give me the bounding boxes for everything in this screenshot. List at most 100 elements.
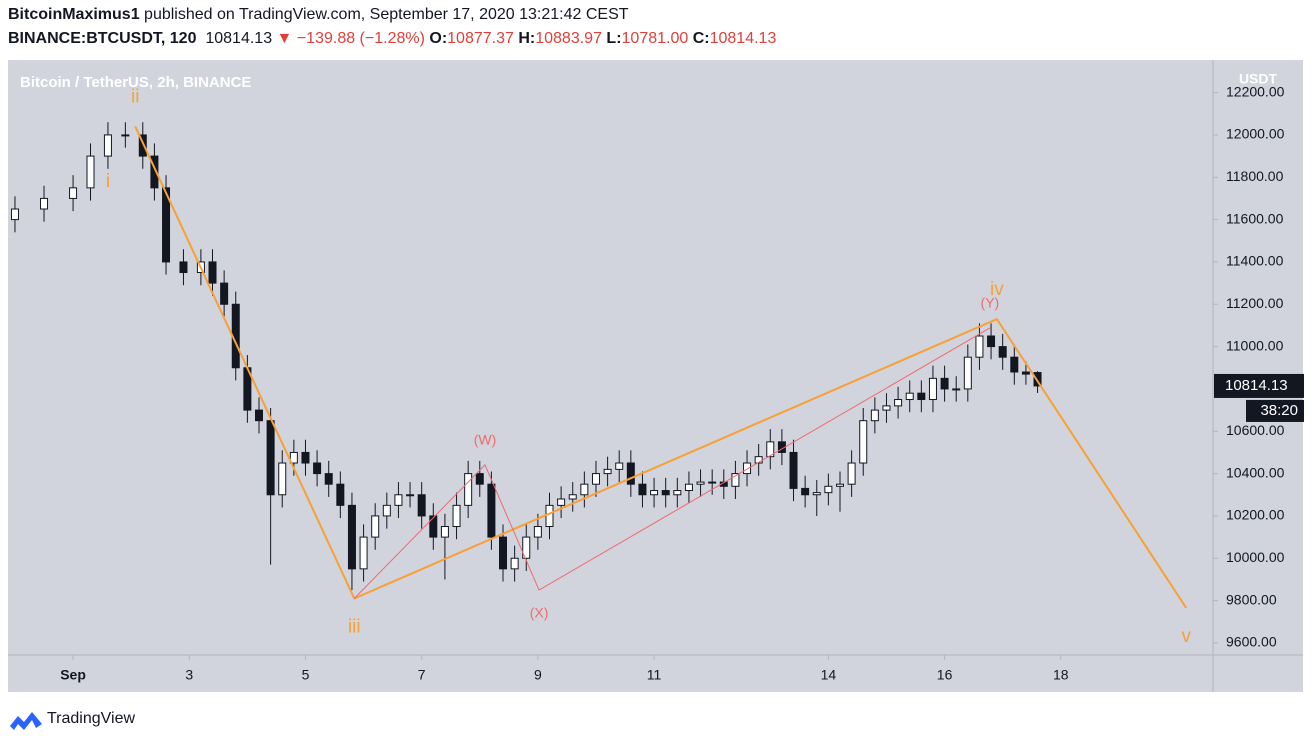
- candle-body: [162, 187, 171, 263]
- candle-body: [254, 409, 263, 422]
- wave-label: (X): [530, 605, 549, 621]
- candle-body: [278, 462, 287, 496]
- y-tick-label: 11800.00: [1226, 168, 1284, 184]
- y-tick-label: 11600.00: [1226, 210, 1284, 226]
- y-tick-label: 10400.00: [1226, 464, 1285, 480]
- candle-body: [150, 155, 159, 189]
- candle-body: [615, 462, 624, 470]
- ohlc-value: 10814.13: [709, 30, 777, 47]
- x-tick-label: 18: [1053, 667, 1069, 683]
- header-line-1: BitcoinMaximus1 published on TradingView…: [8, 6, 629, 24]
- candle-body: [464, 473, 473, 506]
- x-tick-label: 5: [302, 667, 310, 683]
- y-tick-label: 11000.00: [1226, 337, 1284, 353]
- symbol: BINANCE:BTCUSDT, 120: [8, 30, 197, 47]
- y-tick-label: 11200.00: [1226, 295, 1284, 311]
- chart-bg: [8, 60, 1303, 692]
- x-tick-label: 3: [185, 667, 193, 683]
- wave-label: iii: [348, 617, 361, 638]
- wave-line: [353, 327, 991, 599]
- candle-body: [208, 261, 217, 284]
- y-axis-label: USDT: [1239, 71, 1278, 87]
- y-tick-label: 12000.00: [1226, 126, 1285, 142]
- candle-body: [847, 462, 856, 485]
- candle-body: [1010, 356, 1019, 373]
- candle-body: [10, 208, 19, 221]
- candle-body: [661, 490, 670, 496]
- candle-body: [766, 441, 775, 458]
- candle-body: [684, 483, 693, 492]
- candle-body: [336, 483, 345, 506]
- x-tick-label: 11: [647, 667, 662, 683]
- candle-body: [812, 492, 821, 496]
- candle-body: [347, 504, 356, 570]
- candle-body: [103, 134, 112, 157]
- candle-body: [1021, 371, 1030, 375]
- candle-body: [975, 335, 984, 358]
- candle-body: [650, 490, 659, 496]
- candle-body: [673, 490, 682, 496]
- candle-body: [313, 462, 322, 475]
- candle-body: [638, 483, 647, 496]
- candle-body: [220, 282, 229, 305]
- candle-body: [69, 187, 78, 199]
- candle-body: [743, 462, 752, 475]
- candle-body: [835, 483, 844, 487]
- candle-body: [557, 498, 566, 506]
- candle-body: [859, 420, 868, 464]
- y-tick-label: 9800.00: [1226, 591, 1277, 607]
- candle-body: [928, 377, 937, 401]
- x-tick-label: Sep: [60, 667, 86, 683]
- brand[interactable]: TradingView: [47, 710, 135, 727]
- candle-body: [696, 481, 705, 485]
- candle-body: [382, 504, 391, 517]
- candle-body: [40, 197, 49, 210]
- candle-body: [987, 335, 996, 348]
- candle-body: [998, 346, 1007, 358]
- ohlc-value: 10883.97: [535, 30, 602, 47]
- x-tick-label: 16: [937, 667, 953, 683]
- y-tick-label: 10200.00: [1226, 507, 1285, 523]
- candle-body: [440, 526, 449, 538]
- candle-body: [789, 451, 798, 489]
- candle-body: [905, 392, 914, 401]
- candle-body: [882, 405, 891, 411]
- published: published on TradingView.com, September …: [144, 6, 629, 23]
- candle-body: [917, 392, 926, 401]
- candle-body: [417, 494, 426, 517]
- x-tick-label: 7: [418, 667, 426, 683]
- candle-body: [510, 557, 519, 570]
- ohlc-key: H:: [518, 30, 536, 47]
- candle-body: [301, 451, 310, 464]
- candle-body: [533, 526, 542, 538]
- candle-body: [121, 134, 130, 137]
- wave-label: (W): [474, 432, 497, 448]
- candle-body: [963, 356, 972, 390]
- candle-body: [179, 261, 188, 274]
- candle-body: [568, 494, 577, 500]
- y-tick-label: 10600.00: [1226, 422, 1285, 438]
- chart-title: Bitcoin / TetherUS, 2h, BINANCE: [20, 74, 251, 91]
- author[interactable]: BitcoinMaximus1: [8, 6, 140, 23]
- wave-label: v: [1182, 626, 1192, 647]
- candle-body: [359, 536, 368, 570]
- price-tag: [1214, 373, 1304, 398]
- y-tick-label: 11400.00: [1226, 253, 1284, 269]
- candle-body: [708, 481, 717, 484]
- candle-body: [499, 536, 508, 570]
- candle-body: [940, 377, 949, 390]
- candle-body: [626, 462, 635, 485]
- logo: [10, 712, 42, 730]
- candle-body: [824, 485, 833, 494]
- wave-label: ii: [131, 86, 139, 107]
- candle-body: [138, 134, 147, 157]
- countdown-tag: [1246, 399, 1304, 422]
- ohlc-value: 10781.00: [621, 30, 689, 47]
- ohlc-key: C:: [692, 30, 710, 47]
- candle-body: [86, 155, 95, 189]
- last: 10814.13: [205, 30, 273, 47]
- wave-label: iv: [990, 279, 1004, 300]
- candle-body: [324, 473, 333, 485]
